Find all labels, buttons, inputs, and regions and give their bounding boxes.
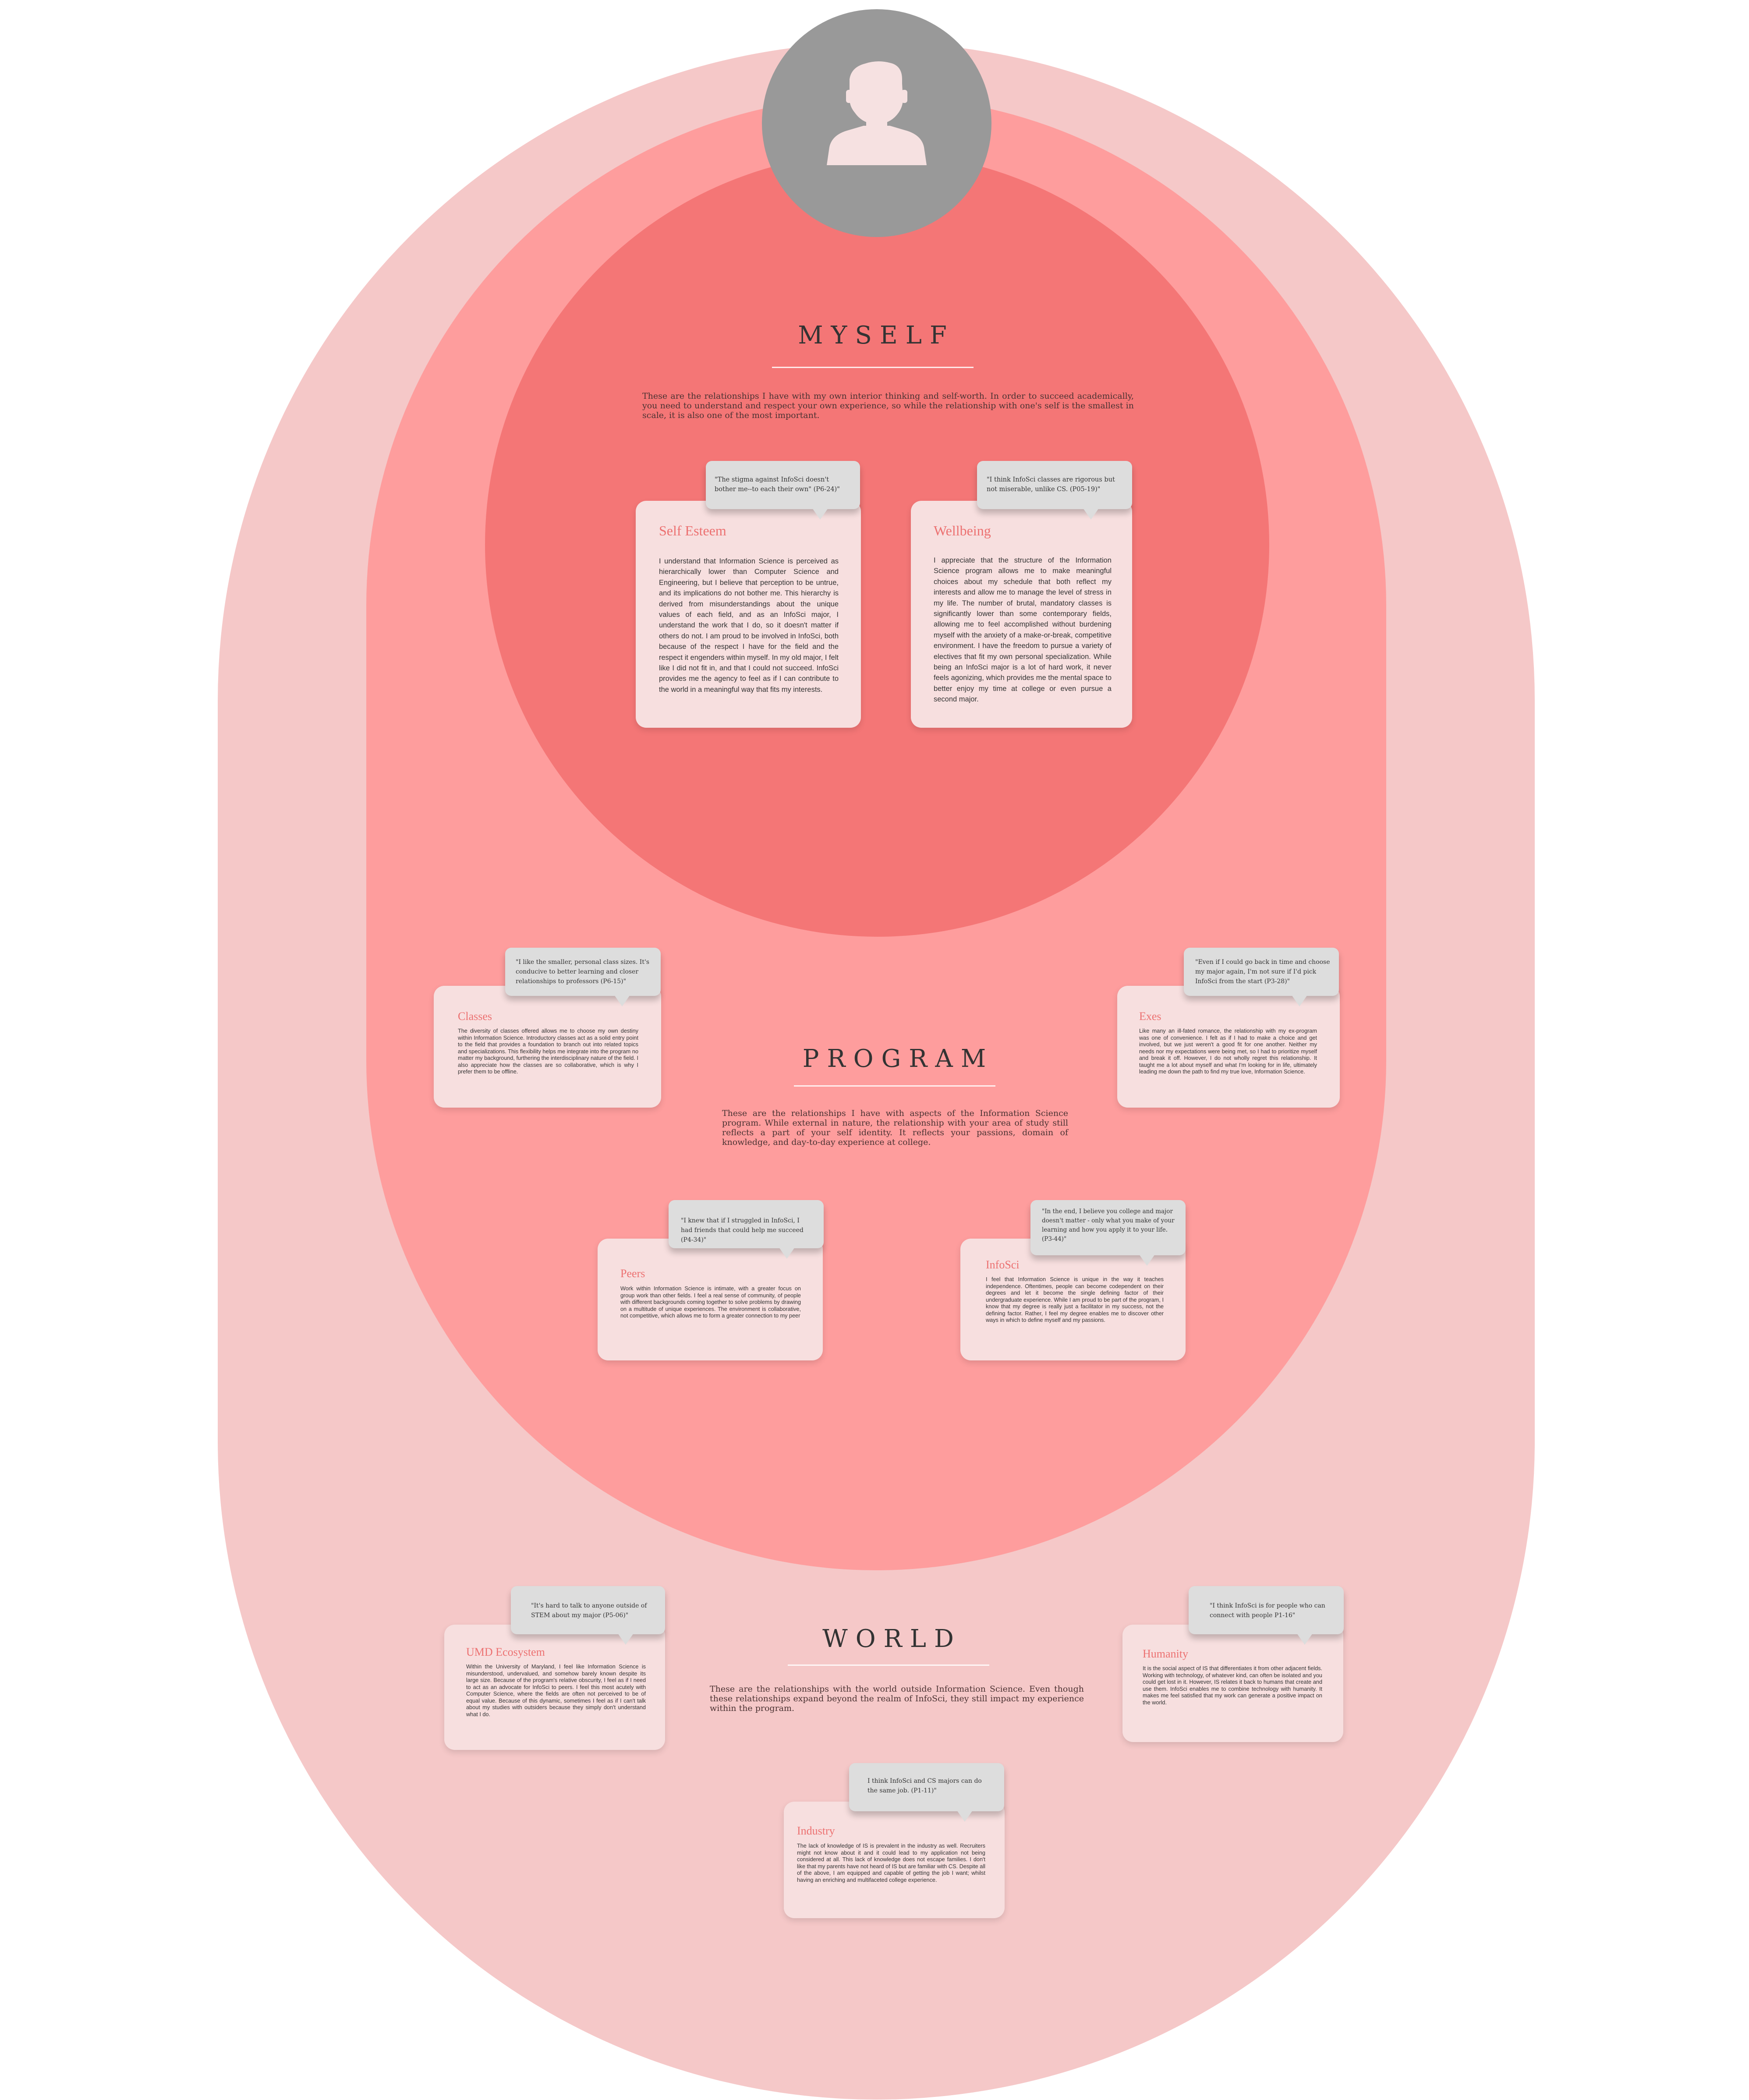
classes-quote-bubble: "I like the smaller, personal class size… — [505, 948, 661, 996]
classes-body: The diversity of classes offered allows … — [458, 1028, 638, 1075]
infosci-card: InfoSci I feel that Information Science … — [960, 1239, 1186, 1360]
self-esteem-body: I understand that Information Science is… — [659, 557, 839, 694]
infosci-quote: "In the end, I believe you college and m… — [1042, 1208, 1175, 1243]
self-esteem-title: Self Esteem — [659, 523, 726, 538]
humanity-body: It is the social aspect of IS that diffe… — [1143, 1665, 1322, 1706]
peers-card: Peers Work within Information Science is… — [598, 1239, 823, 1360]
myself-title: MYSELF — [798, 321, 955, 350]
world-description: These are the relationships with the wor… — [710, 1684, 1084, 1713]
myself-description: These are the relationships I have with … — [642, 391, 1134, 420]
infosci-quote-tail — [1139, 1254, 1155, 1266]
industry-title: Industry — [797, 1824, 835, 1837]
peers-body: Work within Information Science is intim… — [620, 1285, 801, 1319]
classes-quote: "I like the smaller, personal class size… — [516, 959, 649, 985]
umd-ecosystem-quote-tail — [618, 1633, 634, 1645]
humanity-quote-bubble: "I think InfoSci is for people who can c… — [1189, 1586, 1344, 1634]
exes-quote-tail — [1292, 995, 1307, 1006]
classes-quote-tail — [614, 995, 630, 1006]
peers-title: Peers — [620, 1267, 645, 1280]
program-title: PROGRAM — [802, 1045, 994, 1073]
exes-body: Like many an ill-fated romance, the rela… — [1139, 1028, 1317, 1075]
myself-layer — [485, 152, 1269, 937]
humanity-title: Humanity — [1143, 1647, 1188, 1660]
wellbeing-quote-bubble: "I think InfoSci classes are rigorous bu… — [977, 461, 1132, 509]
user-icon — [827, 61, 927, 165]
umd-ecosystem-quote-bubble: "It's hard to talk to anyone outside of … — [511, 1586, 665, 1634]
peers-quote: "I knew that if I struggled in InfoSci, … — [681, 1217, 804, 1243]
infosci-quote-bubble: "In the end, I believe you college and m… — [1030, 1200, 1186, 1255]
umd-ecosystem-card: UMD Ecosystem Within the University of M… — [444, 1625, 665, 1750]
self-esteem-quote: "The stigma against InfoSci doesn't both… — [715, 476, 840, 493]
wellbeing-body: I appreciate that the structure of the I… — [934, 556, 1112, 704]
wellbeing-title: Wellbeing — [934, 523, 991, 538]
avatar — [762, 9, 991, 237]
umd-ecosystem-quote: "It's hard to talk to anyone outside of … — [531, 1602, 647, 1619]
industry-quote-tail — [957, 1810, 973, 1822]
self-esteem-card: Self Esteem I understand that Informatio… — [636, 501, 861, 728]
umd-ecosystem-title: UMD Ecosystem — [466, 1646, 545, 1658]
program-description: These are the relationships I have with … — [722, 1108, 1068, 1147]
industry-card: Industry The lack of knowledge of IS is … — [784, 1802, 1005, 1918]
exes-title: Exes — [1139, 1010, 1161, 1023]
world-title: WORLD — [822, 1625, 962, 1653]
wellbeing-quote-tail — [1083, 508, 1099, 520]
infosci-title: InfoSci — [986, 1258, 1020, 1271]
infosci-body: I feel that Information Science is uniqu… — [986, 1276, 1164, 1323]
myself-divider — [772, 367, 974, 368]
exes-quote-bubble: "Even if I could go back in time and cho… — [1184, 948, 1339, 996]
peers-quote-bubble: "I knew that if I struggled in InfoSci, … — [669, 1200, 824, 1248]
wellbeing-card: Wellbeing I appreciate that the structur… — [911, 501, 1132, 728]
classes-title: Classes — [458, 1010, 492, 1023]
industry-quote-bubble: I think InfoSci and CS majors can do the… — [849, 1763, 1004, 1811]
wellbeing-quote: "I think InfoSci classes are rigorous bu… — [987, 476, 1115, 493]
program-divider — [794, 1085, 995, 1087]
exes-quote: "Even if I could go back in time and cho… — [1195, 959, 1330, 985]
industry-quote: I think InfoSci and CS majors can do the… — [867, 1778, 982, 1794]
peers-quote-tail — [779, 1247, 795, 1259]
self-esteem-quote-tail — [812, 508, 828, 520]
humanity-quote-tail — [1297, 1633, 1313, 1645]
humanity-quote: "I think InfoSci is for people who can c… — [1210, 1602, 1325, 1619]
umd-ecosystem-body: Within the University of Maryland, I fee… — [466, 1664, 646, 1718]
world-divider — [788, 1664, 989, 1666]
industry-body: The lack of knowledge of IS is prevalent… — [797, 1843, 985, 1883]
self-esteem-quote-bubble: "The stigma against InfoSci doesn't both… — [706, 461, 860, 509]
